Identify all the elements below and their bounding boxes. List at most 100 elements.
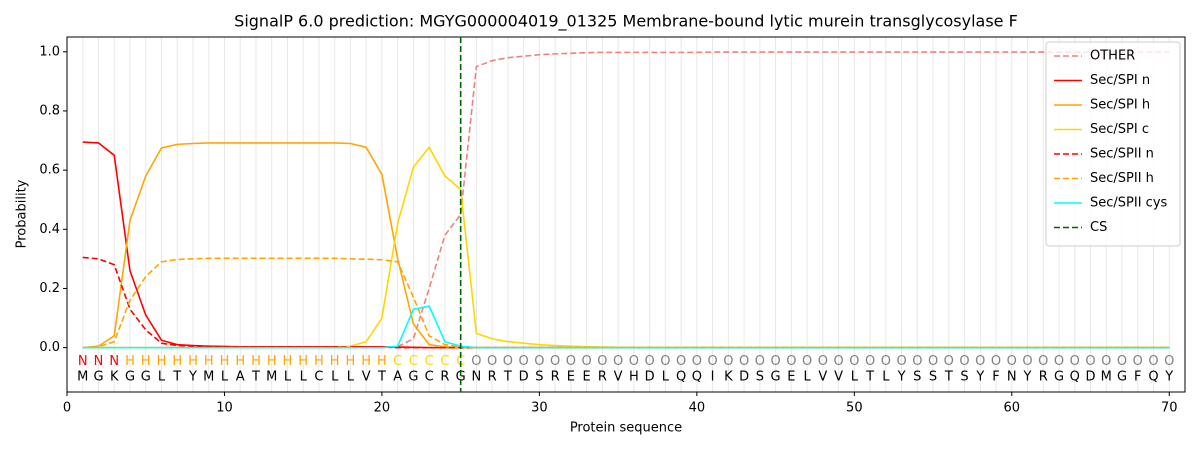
annotation: O <box>912 354 922 369</box>
annotation: O <box>928 354 938 369</box>
x-tick-label: 50 <box>846 401 863 416</box>
residue: L <box>300 370 308 385</box>
annotation: O <box>629 354 639 369</box>
annotation: O <box>707 354 717 369</box>
annotation: H <box>141 354 151 369</box>
residue: L <box>662 370 670 385</box>
residue: D <box>739 370 749 385</box>
residue: K <box>110 370 119 385</box>
annotation: O <box>944 354 954 369</box>
residue: F <box>1134 370 1141 385</box>
annotation: O <box>676 354 686 369</box>
annotation: N <box>109 354 119 369</box>
residue: S <box>756 370 764 385</box>
y-tick-label: 0.2 <box>39 281 60 296</box>
residue: V <box>834 370 843 385</box>
annotation: C <box>409 354 418 369</box>
residue: C <box>425 370 434 385</box>
annotation: N <box>78 354 88 369</box>
y-axis-label: Probability <box>15 179 30 248</box>
residue: R <box>488 370 497 385</box>
residue: S <box>929 370 937 385</box>
annotation: H <box>346 354 356 369</box>
annotation: H <box>314 354 324 369</box>
residue: T <box>251 370 260 385</box>
residue: T <box>944 370 953 385</box>
residue: L <box>851 370 859 385</box>
residue: Y <box>1164 370 1173 385</box>
series-line <box>82 51 1170 349</box>
annotation: O <box>1133 354 1143 369</box>
residue: L <box>284 370 292 385</box>
chart-title: SignalP 6.0 prediction: MGYG000004019_01… <box>234 12 1018 32</box>
residue: V <box>818 370 827 385</box>
annotation: O <box>566 354 576 369</box>
annotation: C <box>440 354 449 369</box>
annotation: H <box>377 354 387 369</box>
annotation: O <box>770 354 780 369</box>
annotation: H <box>251 354 261 369</box>
annotation: O <box>645 354 655 369</box>
residue: G <box>408 370 418 385</box>
residue: R <box>551 370 560 385</box>
annotation: O <box>723 354 733 369</box>
residue: R <box>440 370 449 385</box>
annotation: O <box>534 354 544 369</box>
annotation: C <box>393 354 402 369</box>
residue: D <box>519 370 529 385</box>
series-line <box>82 145 1170 349</box>
annotation: H <box>157 354 167 369</box>
residue: E <box>567 370 575 385</box>
residue: A <box>236 370 245 385</box>
annotation: O <box>739 354 749 369</box>
residue: G <box>141 370 151 385</box>
residue: G <box>93 370 103 385</box>
y-tick-label: 1.0 <box>39 44 60 59</box>
residue: Q <box>676 370 686 385</box>
residue: L <box>221 370 229 385</box>
residue: M <box>203 370 214 385</box>
residue: G <box>456 370 466 385</box>
legend-label: Sec/SPII n <box>1090 147 1154 162</box>
annotation: H <box>172 354 182 369</box>
x-tick-label: 70 <box>1161 401 1178 416</box>
annotation: H <box>361 354 371 369</box>
annotation: O <box>1022 354 1032 369</box>
residue: Y <box>1023 370 1032 385</box>
residue: L <box>331 370 339 385</box>
residue: M <box>266 370 277 385</box>
y-tick-label: 0.8 <box>39 103 60 118</box>
residue: R <box>1039 370 1048 385</box>
residue: S <box>960 370 968 385</box>
annotation: O <box>1148 354 1158 369</box>
series-line <box>82 142 1170 349</box>
annotation: O <box>786 354 796 369</box>
x-tick-label: 60 <box>1004 401 1021 416</box>
x-tick-label: 30 <box>531 401 548 416</box>
annotation: O <box>1007 354 1017 369</box>
residue: Y <box>975 370 984 385</box>
residue: L <box>158 370 166 385</box>
x-tick-label: 10 <box>216 401 233 416</box>
legend-label: Sec/SPII h <box>1090 171 1154 186</box>
x-axis-label: Protein sequence <box>570 421 682 436</box>
residue: L <box>803 370 811 385</box>
series-line <box>82 256 1170 349</box>
annotation: H <box>283 354 293 369</box>
annotation: O <box>833 354 843 369</box>
legend-label: Sec/SPI n <box>1090 73 1150 88</box>
legend: OTHER Sec/SPI n Sec/SPI h Sec/SPI c Sec/SPII… <box>1045 41 1181 247</box>
residue: G <box>771 370 781 385</box>
annotation: O <box>503 354 513 369</box>
legend-label: OTHER <box>1090 49 1135 64</box>
annotation: O <box>818 354 828 369</box>
residue: G <box>125 370 135 385</box>
annotation: H <box>125 354 135 369</box>
residue: G <box>1117 370 1127 385</box>
annotation: O <box>582 354 592 369</box>
annotation: H <box>267 354 277 369</box>
y-tick-label: 0.6 <box>39 163 60 178</box>
legend-label: Sec/SPI h <box>1090 98 1150 113</box>
residue: S <box>535 370 543 385</box>
